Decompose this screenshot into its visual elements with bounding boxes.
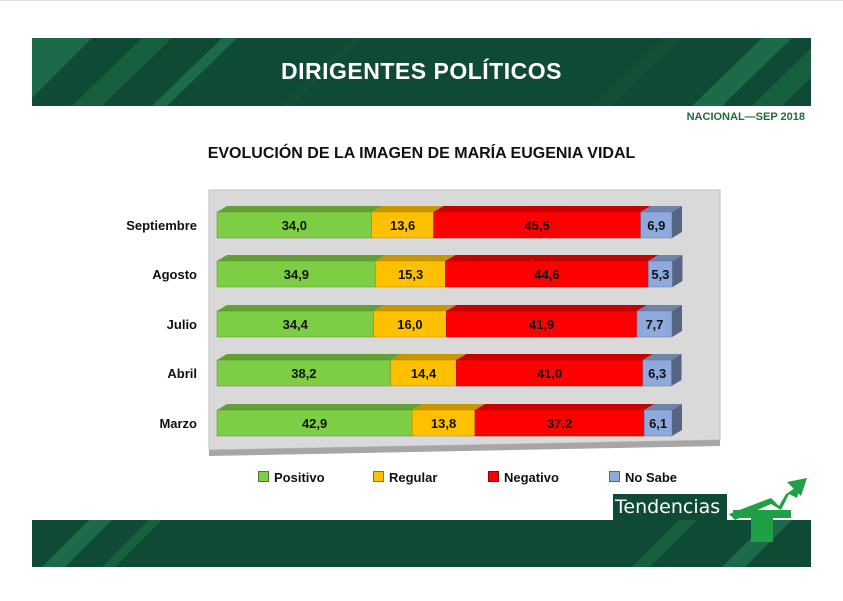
bar-top-negativo xyxy=(445,255,659,261)
data-label: 6,9 xyxy=(647,218,665,233)
page-title: DIRIGENTES POLÍTICOS xyxy=(281,58,562,84)
data-label: 34,4 xyxy=(283,317,309,332)
bar-no-sabe xyxy=(642,359,672,387)
bar-negativo xyxy=(433,211,641,239)
data-label: 37,2 xyxy=(547,416,572,431)
scope-label: NACIONAL—SEP 2018 xyxy=(686,111,805,123)
category-label: Julio xyxy=(167,317,197,332)
bar-top-regular xyxy=(371,206,444,212)
chart-legend: Positivo Regular Negativo No Sabe xyxy=(0,470,843,488)
bar-no-sabe xyxy=(640,211,673,239)
legend-item: Regular xyxy=(373,470,437,485)
bar-regular xyxy=(373,310,447,338)
data-label: 45,5 xyxy=(524,218,549,233)
bar-side xyxy=(672,305,682,337)
bar-negativo xyxy=(456,359,644,387)
bar-top-positivo xyxy=(217,354,401,360)
bar-top-no-sabe xyxy=(648,255,683,261)
plot-floor xyxy=(209,440,720,456)
data-label: 38,2 xyxy=(291,366,316,381)
chart-title: EVOLUCIÓN DE LA IMAGEN DE MARÍA EUGENIA … xyxy=(207,145,636,162)
data-label: 14,4 xyxy=(411,366,437,381)
legend-label: No Sabe xyxy=(625,470,678,485)
legend-item: Positivo xyxy=(258,470,325,485)
bar-positivo xyxy=(216,310,374,338)
data-label: 16,0 xyxy=(397,317,422,332)
bar-top-positivo xyxy=(217,206,382,212)
legend-swatch xyxy=(609,471,620,482)
logo-text: Tendencias xyxy=(615,496,721,518)
data-label: 7,7 xyxy=(645,317,663,332)
bar-top-positivo xyxy=(217,305,384,311)
header-banner: DIRIGENTES POLÍTICOS xyxy=(32,38,811,106)
bar-no-sabe xyxy=(648,260,673,288)
bar-side xyxy=(671,354,682,386)
legend-item: Negativo xyxy=(488,470,559,485)
bar-side xyxy=(672,206,682,238)
data-label: 44,6 xyxy=(534,267,559,282)
legend-swatch xyxy=(373,471,384,482)
bar-top-negativo xyxy=(474,404,655,410)
bar-side xyxy=(672,404,682,436)
data-label: 6,3 xyxy=(648,366,666,381)
banner-decoration xyxy=(32,38,811,106)
bar-top-no-sabe xyxy=(642,354,682,360)
data-label: 41,0 xyxy=(537,366,562,381)
data-label: 13,8 xyxy=(431,416,456,431)
bar-regular xyxy=(371,211,434,239)
logo-arrow-icon xyxy=(613,478,807,542)
data-label: 15,3 xyxy=(398,267,423,282)
bar-top-positivo xyxy=(217,404,423,410)
data-label: 5,3 xyxy=(651,267,669,282)
bar-positivo xyxy=(216,211,372,239)
bar-top-regular xyxy=(412,404,485,410)
legend-swatch xyxy=(258,471,269,482)
data-label: 41,9 xyxy=(529,317,554,332)
legend-swatch xyxy=(488,471,499,482)
footer-banner xyxy=(32,520,811,567)
legend-label: Positivo xyxy=(274,470,325,485)
bar-top-no-sabe xyxy=(636,305,682,311)
bar-top-regular xyxy=(373,305,457,311)
bar-top-regular xyxy=(375,255,456,261)
category-label: Abril xyxy=(167,366,197,381)
tendencias-logo: Tendencias xyxy=(611,476,811,542)
data-label: 6,1 xyxy=(649,416,667,431)
legend-item: No Sabe xyxy=(609,470,677,485)
bar-top-no-sabe xyxy=(644,404,682,410)
data-label: 34,0 xyxy=(282,218,307,233)
top-divider xyxy=(0,0,843,1)
bar-no-sabe xyxy=(636,310,673,338)
bar-positivo xyxy=(216,359,392,387)
bar-top-negativo xyxy=(456,354,653,360)
category-label: Marzo xyxy=(159,416,197,431)
bar-top-negativo xyxy=(446,305,647,311)
legend-label: Regular xyxy=(389,470,438,485)
legend-label: Negativo xyxy=(504,470,559,485)
bar-top-negativo xyxy=(433,206,651,212)
bar-top-no-sabe xyxy=(640,206,682,212)
footer-decoration xyxy=(32,520,811,567)
bar-regular xyxy=(411,409,476,437)
bar-top-positivo xyxy=(217,255,386,261)
bar-top-regular xyxy=(390,354,467,360)
bar-regular xyxy=(390,359,457,387)
bar-negativo xyxy=(446,310,638,338)
category-label: Septiembre xyxy=(126,218,197,233)
bar-positivo xyxy=(216,260,377,288)
data-label: 13,6 xyxy=(390,218,415,233)
data-label: 34,9 xyxy=(284,267,309,282)
bar-positivo xyxy=(216,409,413,437)
data-label: 42,9 xyxy=(302,416,327,431)
bar-side xyxy=(672,255,683,287)
category-label: Agosto xyxy=(152,267,197,282)
bar-negativo xyxy=(445,260,649,288)
